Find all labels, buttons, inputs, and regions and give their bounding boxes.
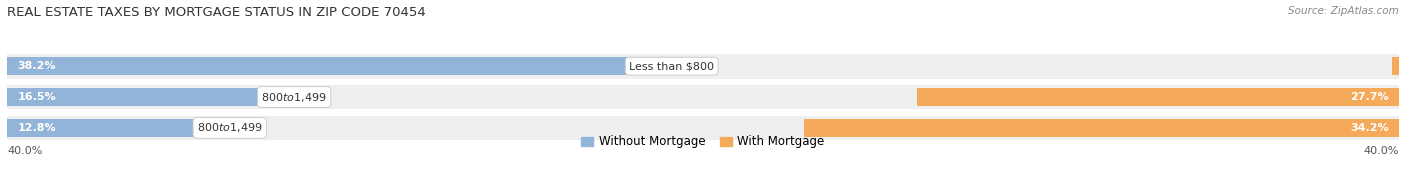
Text: Less than $800: Less than $800 (628, 61, 714, 71)
Text: 40.0%: 40.0% (1364, 146, 1399, 156)
Text: $800 to $1,499: $800 to $1,499 (197, 121, 263, 134)
Bar (804, 119, 1399, 137)
Text: 38.2%: 38.2% (17, 61, 56, 71)
Bar (7, 88, 294, 106)
Bar (7, 115, 1399, 140)
Bar (7, 57, 672, 75)
Legend: Without Mortgage, With Mortgage: Without Mortgage, With Mortgage (576, 131, 830, 153)
Text: REAL ESTATE TAXES BY MORTGAGE STATUS IN ZIP CODE 70454: REAL ESTATE TAXES BY MORTGAGE STATUS IN … (7, 6, 426, 19)
Text: 16.5%: 16.5% (17, 92, 56, 102)
Text: 34.2%: 34.2% (1350, 123, 1389, 133)
Text: 27.7%: 27.7% (1350, 92, 1389, 102)
Text: 40.0%: 40.0% (7, 146, 42, 156)
Text: 12.8%: 12.8% (17, 123, 56, 133)
Bar (917, 88, 1399, 106)
Bar (7, 85, 1399, 109)
Bar (7, 119, 229, 137)
Text: $800 to $1,499: $800 to $1,499 (262, 91, 326, 103)
Bar (1392, 57, 1399, 75)
Text: Source: ZipAtlas.com: Source: ZipAtlas.com (1288, 6, 1399, 16)
Bar (7, 54, 1399, 79)
